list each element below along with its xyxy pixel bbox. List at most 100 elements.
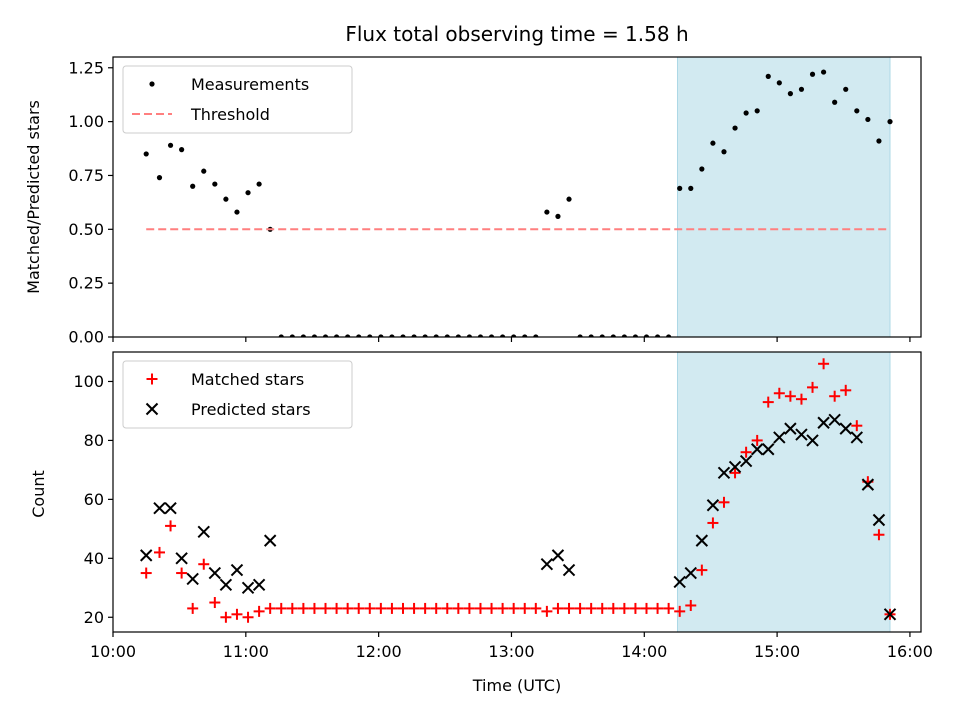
matched-star-marker xyxy=(519,602,531,614)
matched-star-marker xyxy=(807,381,819,393)
x-tick-label: 16:00 xyxy=(887,642,933,661)
matched-star-marker xyxy=(486,602,498,614)
matched-star-marker xyxy=(165,520,177,532)
matched-star-marker xyxy=(652,602,664,614)
matched-star-marker xyxy=(618,602,630,614)
legend-label: Matched stars xyxy=(191,370,304,389)
matched-star-marker xyxy=(275,602,287,614)
measurement-point xyxy=(555,213,561,219)
predicted-star-marker xyxy=(817,416,830,429)
matched-star-marker xyxy=(685,599,697,611)
bottom-y-axis-label: Count xyxy=(29,470,48,518)
measurement-point xyxy=(444,334,450,337)
measurement-point xyxy=(289,334,295,337)
measurement-point xyxy=(389,334,395,337)
predicted-star-marker xyxy=(673,575,686,589)
measurement-point xyxy=(311,334,318,337)
measurement-point xyxy=(522,334,528,337)
matched-star-marker xyxy=(641,602,653,614)
matched-star-marker xyxy=(541,605,553,617)
legend-measurement-swatch xyxy=(149,81,155,87)
predicted-star-marker xyxy=(175,552,188,565)
measurement-point xyxy=(798,86,805,92)
measurement-point xyxy=(588,334,594,337)
predicted-star-marker xyxy=(139,549,153,562)
matched-star-marker xyxy=(342,602,354,614)
matched-star-marker xyxy=(286,602,298,614)
predicted-star-marker xyxy=(728,460,742,474)
measurement-point xyxy=(455,334,461,337)
y-tick-label: 100 xyxy=(73,372,104,391)
measurement-point xyxy=(190,183,196,189)
matched-star-marker xyxy=(696,564,708,576)
matched-star-marker xyxy=(364,602,376,614)
y-tick-label: 1.25 xyxy=(68,58,104,77)
matched-star-marker xyxy=(331,602,343,614)
legend-label: Measurements xyxy=(191,75,309,94)
predicted-star-marker xyxy=(773,431,786,444)
y-tick-label: 0.00 xyxy=(68,328,104,347)
measurement-point xyxy=(876,138,882,144)
legend-label: Predicted stars xyxy=(191,400,311,419)
measurement-point xyxy=(223,196,229,202)
measurement-point xyxy=(643,334,650,337)
matched-star-marker xyxy=(563,602,575,614)
predicted-star-marker xyxy=(706,499,720,512)
measurement-point xyxy=(743,110,749,116)
matched-star-marker xyxy=(430,602,442,614)
measurement-point xyxy=(776,80,782,86)
y-tick-label: 20 xyxy=(84,608,104,627)
predicted-star-marker xyxy=(219,578,233,592)
matched-star-marker xyxy=(552,602,564,614)
matched-star-marker xyxy=(408,602,420,614)
measurement-point xyxy=(865,116,871,123)
matched-star-marker xyxy=(596,602,608,614)
chart-title: Flux total observing time = 1.58 h xyxy=(345,22,688,46)
measurement-point xyxy=(787,91,793,97)
predicted-star-marker xyxy=(750,443,764,456)
measurement-point xyxy=(577,334,583,337)
measurement-point xyxy=(367,334,373,337)
top-y-axis-label: Matched/Predicted stars xyxy=(24,100,43,294)
matched-star-marker xyxy=(829,390,841,402)
top-panel: 0.00 0.25 0.50 0.75 1.00 1.25 Measurements Thre… xyxy=(68,56,922,347)
matched-star-marker xyxy=(751,434,763,446)
predicted-star-marker xyxy=(241,581,255,594)
predicted-star-marker xyxy=(153,502,166,515)
observing-window-span xyxy=(676,351,891,633)
measurement-point xyxy=(721,149,727,155)
matched-star-marker xyxy=(740,446,752,458)
matched-star-marker xyxy=(840,384,852,396)
predicted-star-marker xyxy=(551,549,565,562)
matched-star-marker xyxy=(629,602,641,614)
matched-star-marker xyxy=(452,602,464,614)
predicted-star-marker xyxy=(540,558,554,571)
matched-star-marker xyxy=(729,467,741,479)
matched-star-marker xyxy=(187,602,199,614)
matched-star-marker xyxy=(308,602,320,614)
matched-star-marker xyxy=(762,396,774,408)
predicted-star-marker xyxy=(717,466,731,480)
measurement-point xyxy=(809,71,816,77)
y-tick-label: 40 xyxy=(84,549,104,568)
matched-star-marker xyxy=(463,602,475,614)
predicted-star-marker xyxy=(883,608,897,621)
axes-frame xyxy=(112,56,922,338)
predicted-star-marker xyxy=(861,478,875,491)
predicted-star-marker xyxy=(839,422,852,435)
bottom-panel: 20 40 60 80 100 10:00 11:00 12:00 13:00 14:00 15:0… xyxy=(73,351,933,661)
predicted-star-marker xyxy=(695,534,709,547)
measurement-point xyxy=(179,147,185,153)
matched-star-marker xyxy=(220,611,232,623)
matched-star-marker xyxy=(441,602,453,614)
plot-area xyxy=(139,358,897,623)
matched-star-marker xyxy=(140,567,152,579)
measurement-point xyxy=(832,99,838,105)
measurement-point xyxy=(378,334,384,337)
measurement-point xyxy=(477,334,484,337)
predicted-star-marker xyxy=(164,502,177,515)
measurement-point xyxy=(511,334,517,337)
measurement-point xyxy=(544,209,550,215)
matched-star-marker xyxy=(419,602,431,614)
x-tick-label: 12:00 xyxy=(356,642,402,661)
